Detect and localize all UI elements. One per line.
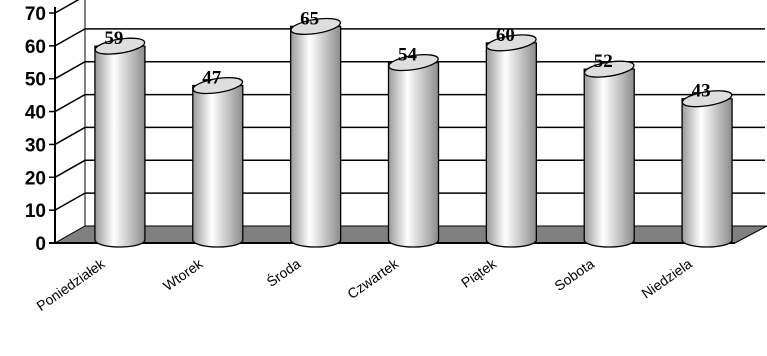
gridline xyxy=(54,192,765,211)
bar-niedziela xyxy=(681,90,733,248)
data-label: 60 xyxy=(496,25,515,46)
bar-body xyxy=(681,98,733,248)
y-tick-label: 50 xyxy=(25,70,46,91)
gridline xyxy=(54,159,765,178)
gridlines xyxy=(54,0,765,211)
x-tick-label: Poniedziałek xyxy=(33,255,108,314)
x-tick-label: Wtorek xyxy=(160,255,206,294)
bar-top xyxy=(290,17,342,36)
y-tick-label: 0 xyxy=(35,234,46,255)
bar-top xyxy=(583,60,635,78)
bar-czwartek xyxy=(387,53,440,248)
bar-body xyxy=(94,45,146,248)
x-tick-label: Niedziela xyxy=(638,255,695,301)
gridline xyxy=(54,0,80,14)
data-label: 52 xyxy=(594,51,613,72)
y-tick-label: 70 xyxy=(25,4,46,25)
data-labels: 59 47 65 54 60 52 43 xyxy=(104,8,710,101)
y-tick-label: 40 xyxy=(25,103,46,124)
x-tick-label: Środa xyxy=(263,254,304,289)
gridline xyxy=(54,126,765,146)
bar-body xyxy=(583,68,635,248)
bar-top xyxy=(192,76,244,95)
bar-piątek xyxy=(485,34,538,248)
data-label: 43 xyxy=(692,81,711,102)
bar-środa xyxy=(289,17,342,248)
data-label: 54 xyxy=(398,45,418,66)
x-tick-label: Piątek xyxy=(458,255,500,291)
bar-body xyxy=(289,25,342,248)
x-tick-label: Czwartek xyxy=(344,255,402,302)
gridline xyxy=(54,28,765,47)
gridline xyxy=(54,60,765,80)
x-axis-labels: Poniedziałek Wtorek Środa Czwartek Piątek Sob… xyxy=(33,254,695,314)
y-tick-label: 20 xyxy=(25,168,46,189)
data-label: 59 xyxy=(104,28,123,49)
gridline xyxy=(54,93,765,113)
bar-top xyxy=(485,34,537,52)
y-tick-label: 10 xyxy=(25,201,46,222)
data-label: 65 xyxy=(300,8,319,29)
bar-top xyxy=(681,90,733,108)
data-label: 47 xyxy=(202,68,222,89)
y-tick-label: 30 xyxy=(25,135,46,156)
bar-body xyxy=(485,42,538,248)
bar-body xyxy=(192,84,244,248)
bar-sobota xyxy=(583,60,635,248)
y-tick-label: 60 xyxy=(25,37,46,58)
bar-body xyxy=(387,61,440,248)
bar-top xyxy=(94,37,146,55)
bar-poniedziałek xyxy=(94,37,146,248)
bars xyxy=(94,17,733,248)
bar-wtorek xyxy=(192,76,244,248)
bar-top xyxy=(388,53,439,72)
x-tick-label: Sobota xyxy=(551,255,597,294)
